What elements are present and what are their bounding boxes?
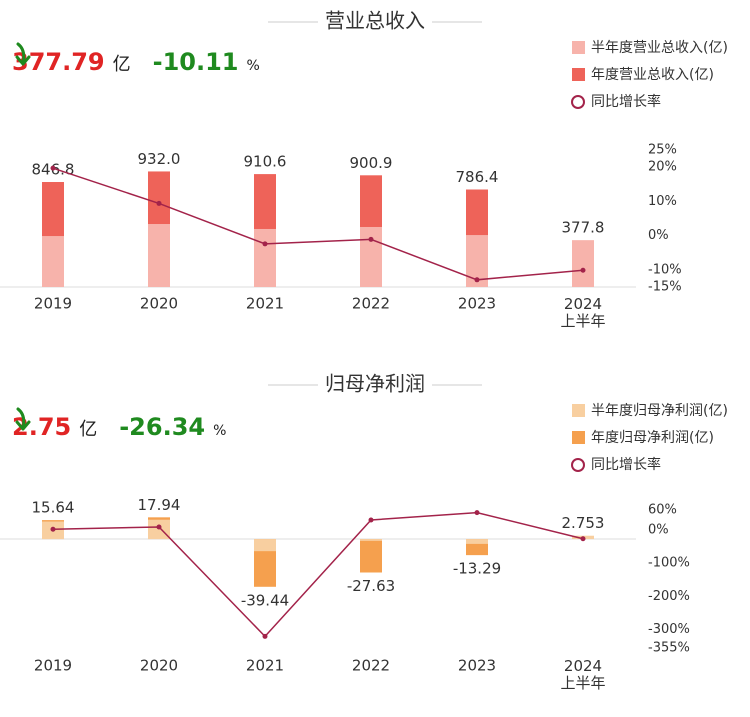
growth-line bbox=[52, 167, 584, 281]
y2-tick-label: -200% bbox=[648, 589, 690, 604]
legend-label: 年度归母净利润(亿) bbox=[591, 429, 714, 446]
data-label: 377.8 bbox=[562, 219, 605, 237]
growth-point bbox=[262, 241, 268, 247]
data-label: 932.0 bbox=[138, 150, 181, 168]
data-label: 2.753 bbox=[562, 514, 605, 532]
legend-label: 年度营业总收入(亿) bbox=[591, 67, 714, 83]
legend-marker bbox=[572, 431, 585, 444]
data-label: -39.44 bbox=[241, 591, 289, 609]
bar bbox=[466, 235, 488, 287]
growth-point bbox=[474, 510, 480, 516]
bar bbox=[360, 539, 382, 573]
growth-point bbox=[50, 526, 56, 532]
data-label: -13.29 bbox=[453, 560, 501, 578]
y2-tick-label: 0% bbox=[648, 228, 669, 243]
x-tick-label: 2019 bbox=[34, 657, 72, 675]
legend-label: 半年度归母净利润(亿) bbox=[591, 402, 728, 419]
bar bbox=[254, 539, 276, 552]
legend-label: 同比增长率 bbox=[591, 93, 661, 110]
y2-tick-label: -10% bbox=[648, 262, 682, 277]
y2-tick-label: 0% bbox=[648, 522, 669, 537]
legend-label: 同比增长率 bbox=[591, 456, 661, 473]
x-tick-label: 2020 bbox=[140, 657, 178, 675]
growth-point bbox=[368, 517, 374, 523]
data-label: 786.4 bbox=[456, 168, 499, 186]
legend-marker bbox=[572, 68, 585, 81]
x-tick-label: 2024 上半年 bbox=[560, 657, 605, 692]
bar bbox=[42, 236, 64, 287]
growth-line bbox=[52, 511, 584, 638]
y2-tick-label: -355% bbox=[648, 641, 690, 656]
growth-point bbox=[474, 277, 480, 283]
bar bbox=[466, 539, 488, 544]
down-arrow bbox=[15, 407, 31, 431]
headline-unit: 亿 bbox=[79, 419, 98, 440]
headline-change-unit: % bbox=[246, 58, 260, 74]
headline-unit: 亿 bbox=[112, 54, 131, 75]
x-tick-label: 2024 上半年 bbox=[560, 295, 605, 330]
data-label: 910.6 bbox=[244, 153, 287, 171]
headline-change-unit: % bbox=[213, 423, 227, 439]
y2-tick-label: 25% bbox=[648, 143, 677, 158]
y2-tick-label: -15% bbox=[648, 280, 682, 295]
x-tick-label: 2021 bbox=[246, 295, 284, 313]
x-tick-label: 2022 bbox=[352, 657, 390, 675]
headline: 377.79 亿 -10.11% bbox=[12, 42, 260, 76]
data-label: 15.64 bbox=[32, 499, 75, 517]
legend-marker bbox=[572, 41, 585, 54]
down-arrow bbox=[15, 42, 31, 66]
data-label: 17.94 bbox=[138, 496, 181, 514]
legend-marker bbox=[571, 95, 585, 109]
data-label: -27.63 bbox=[347, 577, 395, 595]
chart-title: 归母净利润 bbox=[325, 372, 425, 396]
growth-point bbox=[50, 165, 56, 171]
bar bbox=[360, 539, 382, 541]
legend-marker bbox=[572, 404, 585, 417]
data-label: 900.9 bbox=[350, 154, 393, 172]
growth-point bbox=[262, 633, 268, 639]
y2-tick-label: 10% bbox=[648, 194, 677, 209]
headline-change: -10.11 bbox=[152, 48, 239, 76]
growth-point bbox=[156, 524, 162, 530]
legend-marker bbox=[571, 458, 585, 472]
bar bbox=[254, 228, 276, 287]
x-tick-label: 2023 bbox=[458, 295, 496, 313]
x-tick-label: 2023 bbox=[458, 657, 496, 675]
growth-point bbox=[580, 267, 586, 273]
x-tick-label: 2020 bbox=[140, 295, 178, 313]
bar bbox=[572, 240, 594, 287]
y2-tick-label: 60% bbox=[648, 503, 677, 518]
y2-tick-label: 20% bbox=[648, 160, 677, 175]
x-tick-label: 2019 bbox=[34, 295, 72, 313]
headline: 2.75 亿 -26.34% bbox=[12, 407, 227, 441]
growth-point bbox=[368, 236, 374, 242]
y2-tick-label: -100% bbox=[648, 556, 690, 571]
growth-point bbox=[156, 200, 162, 206]
x-tick-label: 2022 bbox=[352, 295, 390, 313]
chart-title: 营业总收入 bbox=[325, 9, 425, 33]
x-tick-label: 2021 bbox=[246, 657, 284, 675]
bar bbox=[360, 226, 382, 287]
growth-point bbox=[580, 536, 586, 542]
headline-value: 377.79 bbox=[12, 48, 105, 76]
legend-label: 半年度营业总收入(亿) bbox=[591, 40, 728, 56]
y2-tick-label: -300% bbox=[648, 622, 690, 637]
headline-change: -26.34 bbox=[119, 413, 206, 441]
bar bbox=[148, 224, 170, 287]
